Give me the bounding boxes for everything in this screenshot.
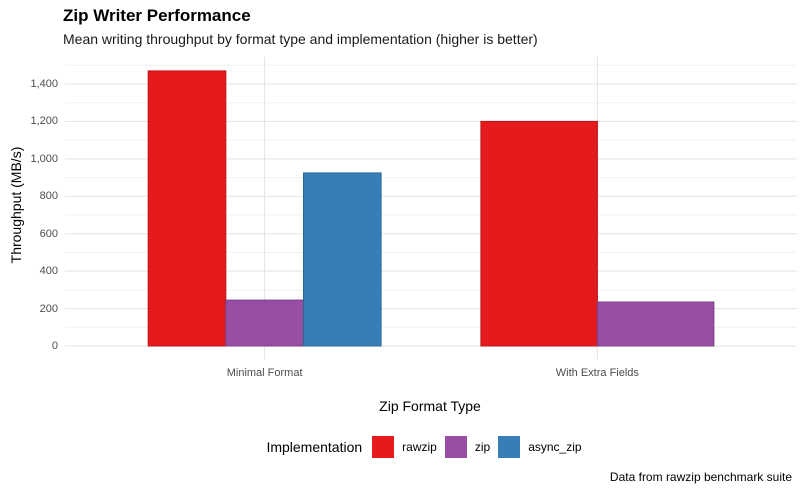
chart-title: Zip Writer Performance [63,6,251,25]
legend-swatch-zip [444,436,467,458]
bar-rawzip-with-extra-fields [480,120,598,347]
legend-label-async-zip: async_zip [528,440,582,454]
y-tick-label: 1,000 [30,152,58,165]
legend-label-rawzip: rawzip [402,440,437,454]
y-tick-label: 1,200 [30,115,58,128]
legend-swatch-async-zip [498,436,521,458]
x-tick-label-minimal-format: Minimal Format [226,367,303,379]
legend: Implementation rawzip zip async_zip [0,436,800,458]
x-tick-label-with-extra-fields: With Extra Fields [555,367,639,379]
chart-subtitle: Mean writing throughput by format type a… [63,31,538,47]
y-tick-label: 1,400 [30,78,58,90]
y-tick-label: 400 [39,265,58,278]
legend-items: rawzip zip async_zip [372,436,589,458]
bar-zip-with-extra-fields [596,301,715,347]
y-tick-label: 200 [39,302,58,315]
bar-rawzip-minimal-format [147,70,227,347]
y-tick-label: 800 [39,190,58,203]
y-tick-label: 600 [39,227,58,240]
legend-swatch-rawzip [372,436,395,458]
legend-item-async-zip: async_zip [498,436,582,458]
legend-label-zip: zip [474,440,491,454]
chart-caption: Data from rawzip benchmark suite [609,470,792,484]
bar-async-zip-minimal-format [303,172,382,347]
y-tick-label: 0 [51,340,58,352]
legend-item-rawzip: rawzip [372,436,437,458]
legend-title: Implementation [266,439,363,455]
x-axis-title: Zip Format Type [379,398,481,414]
legend-item-zip: zip [444,436,491,458]
bar-zip-minimal-format [225,299,304,347]
